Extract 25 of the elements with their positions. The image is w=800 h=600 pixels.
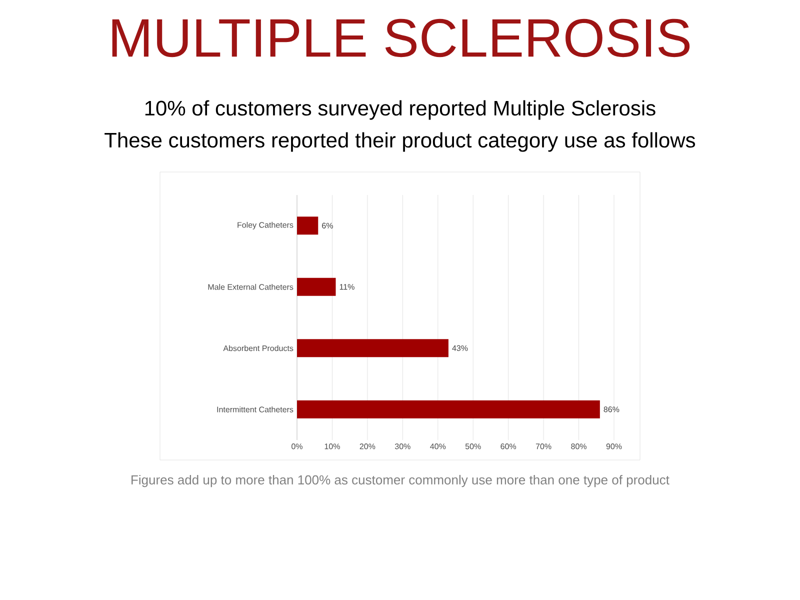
chart-title: MULTIPLE SCLEROSIS xyxy=(112,18,690,58)
bar xyxy=(297,400,600,418)
x-tick-label: 80% xyxy=(571,444,586,450)
bar xyxy=(297,216,318,235)
y-tick-label: Absorbent Products xyxy=(223,345,294,352)
x-tick-label: 30% xyxy=(394,444,410,450)
x-tick-label: 20% xyxy=(360,444,376,450)
x-tick-label: 70% xyxy=(536,444,552,450)
x-tick-label: 60% xyxy=(500,444,516,450)
bar xyxy=(297,339,448,358)
x-tick-label: 50% xyxy=(465,444,481,450)
y-tick-label: Foley Catheters xyxy=(238,222,294,230)
text: Figures add up to more than 100% as customer commonly use more than one type of product xyxy=(132,474,670,488)
data-label: 86% xyxy=(604,406,620,412)
x-tick-label: 40% xyxy=(430,444,446,450)
x-tick-label: 90% xyxy=(606,444,622,450)
data-label: 11% xyxy=(340,284,354,290)
x-tick-label: 0% xyxy=(292,444,302,450)
x-tick-label: 10% xyxy=(324,444,340,450)
y-tick-label: Male External Catheters xyxy=(208,284,294,290)
bar xyxy=(297,278,336,296)
data-label: 6% xyxy=(322,222,333,228)
y-tick-label: Intermittent Catheters xyxy=(217,406,294,412)
data-label: 43% xyxy=(452,345,468,351)
chart-subtitle: 10% of customers surveyed reported Multiple Sclerosis These customers reported their product category use as follows xyxy=(104,100,696,152)
